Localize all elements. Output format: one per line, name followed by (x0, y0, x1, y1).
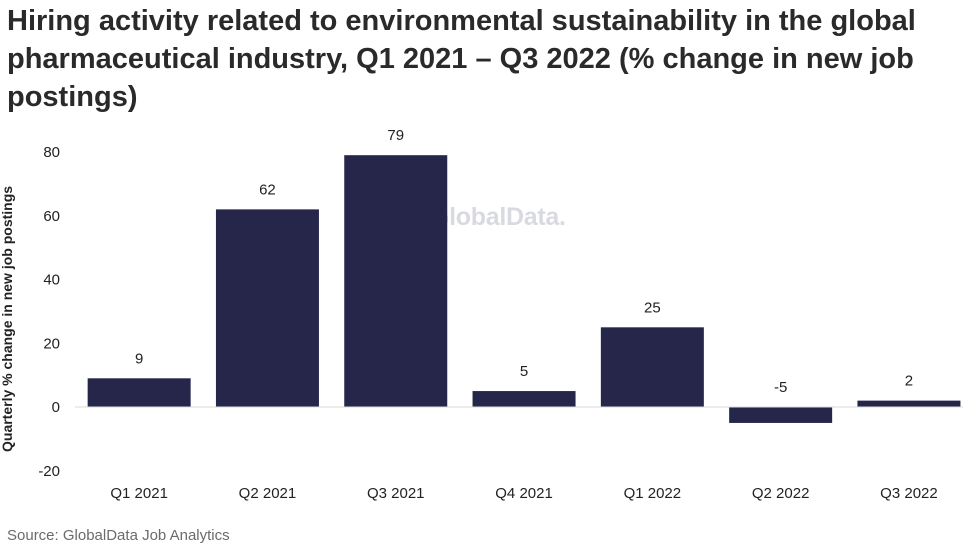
x-tick-label: Q1 2021 (110, 485, 168, 502)
bar (729, 407, 833, 423)
bar (857, 400, 961, 407)
x-tick-label: Q1 2022 (624, 485, 682, 502)
data-label: -5 (774, 379, 787, 396)
x-tick-label: Q2 2022 (752, 485, 810, 502)
x-tick-label: Q4 2021 (495, 485, 553, 502)
source-note: Source: GlobalData Job Analytics (7, 527, 230, 544)
y-tick-label: 80 (43, 144, 60, 161)
y-tick-label: 60 (43, 208, 60, 225)
watermark-text: GlobalData. (430, 202, 566, 231)
data-label: 5 (520, 363, 528, 380)
bar (344, 155, 448, 407)
y-tick-label: 0 (52, 399, 60, 416)
bar (215, 209, 319, 407)
bar (87, 378, 191, 407)
x-tick-label: Q3 2021 (367, 485, 425, 502)
data-label: 9 (135, 350, 143, 367)
x-tick-label: Q2 2021 (239, 485, 297, 502)
y-tick-label: -20 (38, 463, 60, 480)
data-label: 2 (905, 373, 913, 390)
bar-chart: -20 0 20 40 60 80 9 Q1 2021 62 Q2 2021 79 Q3 2021 5 Q… (38, 127, 964, 502)
data-label: 25 (644, 299, 661, 316)
y-tick-label: 20 (43, 335, 60, 352)
data-label: 79 (387, 127, 404, 144)
bar (472, 391, 576, 407)
chart-title: Hiring activity related to environmental… (7, 5, 916, 113)
y-axis-label: Quarterly % change in new job postings (0, 185, 15, 452)
data-label: 62 (259, 181, 276, 198)
x-tick-label: Q3 2022 (880, 485, 938, 502)
y-tick-label: 40 (43, 272, 60, 289)
bar (600, 327, 704, 407)
